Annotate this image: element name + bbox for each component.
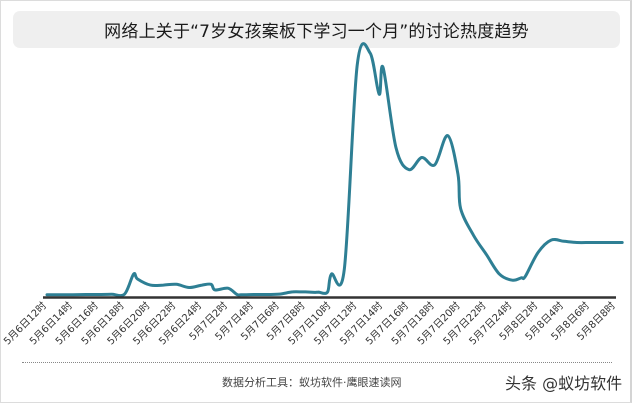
trend-line <box>45 42 624 298</box>
x-axis-tick-labels: 5月6日12时5月6日14时5月6日16时5月6日18时5月6日20时5月6日2… <box>1 300 617 348</box>
chart-title: 网络上关于“7岁女孩案板下学习一个月”的讨论热度趋势 <box>104 22 529 42</box>
footer-divider <box>22 362 612 363</box>
title-banner: 网络上关于“7岁女孩案板下学习一个月”的讨论热度趋势 <box>13 11 620 48</box>
data-source-note: 数据分析工具：蚁坊软件·鹰眼速读网 <box>222 376 402 389</box>
watermark: 头条 @蚁坊软件 <box>505 374 623 393</box>
